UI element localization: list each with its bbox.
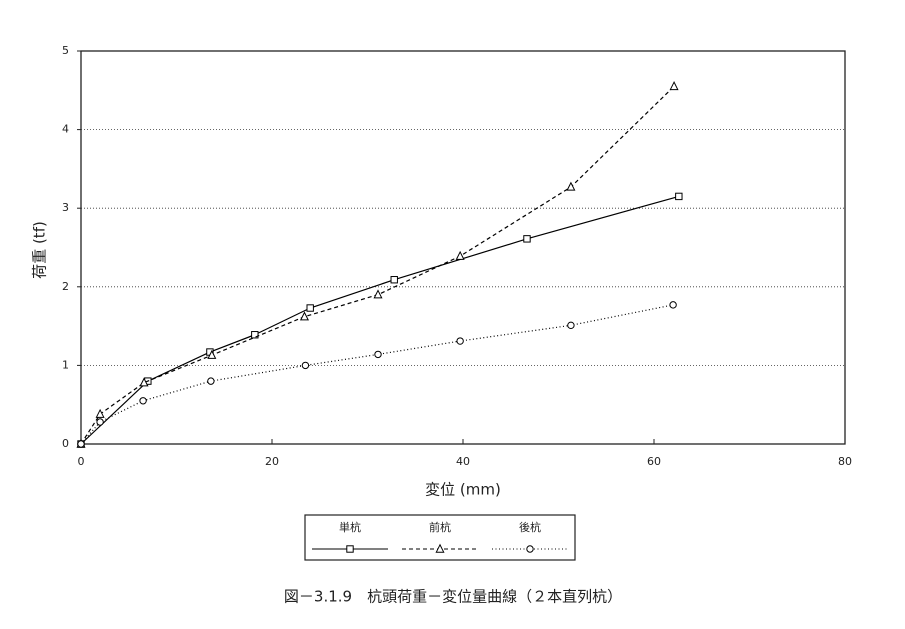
legend-marker	[526, 545, 534, 553]
legend-marker	[346, 545, 354, 553]
caption: 図－3.1.9 杭頭荷重－変位量曲線（２本直列杭）	[284, 588, 622, 606]
x-tick-label: 20	[265, 455, 279, 468]
marker-square	[306, 304, 314, 312]
marker-square	[675, 192, 683, 201]
marker-circle	[301, 361, 310, 370]
legend-marker	[435, 543, 445, 553]
y-tick-label: 0	[62, 437, 69, 450]
x-tick-label: 80	[838, 455, 852, 468]
marker-triangle	[373, 289, 383, 299]
y-tick-label: 4	[62, 123, 69, 136]
marker-circle	[96, 418, 104, 426]
series-line	[80, 195, 679, 445]
y-tick-label: 3	[62, 201, 69, 214]
legend-box	[304, 514, 576, 561]
marker-triangle	[299, 311, 309, 321]
marker-triangle	[95, 408, 105, 418]
legend-label: 後杭	[519, 520, 541, 534]
x-tick-label: 60	[647, 455, 661, 468]
x-axis-label: 変位 (mm)	[425, 481, 501, 499]
legend-label: 単杭	[339, 520, 361, 534]
marker-circle	[207, 377, 215, 385]
y-tick-label: 1	[62, 358, 69, 371]
marker-circle	[139, 397, 147, 405]
marker-triangle	[669, 81, 679, 91]
x-tick-label: 0	[78, 455, 85, 468]
y-axis-label: 荷重 (tf)	[31, 221, 49, 279]
marker-circle	[567, 321, 575, 330]
marker-square	[523, 235, 531, 243]
plot-frame	[80, 50, 846, 445]
series-line	[80, 85, 675, 445]
marker-square	[251, 331, 259, 339]
marker-circle	[669, 301, 677, 309]
marker-circle	[77, 440, 85, 448]
marker-circle	[374, 350, 382, 359]
marker-triangle	[207, 349, 217, 359]
series-line	[80, 304, 674, 445]
marker-triangle	[566, 181, 576, 191]
marker-circle	[456, 337, 464, 345]
y-tick-label: 5	[62, 44, 69, 57]
legend-label: 前杭	[429, 520, 451, 534]
marker-triangle	[455, 250, 465, 260]
y-tick-label: 2	[62, 280, 69, 293]
marker-triangle	[139, 377, 149, 387]
marker-square	[390, 276, 398, 284]
x-tick-label: 40	[456, 455, 470, 468]
